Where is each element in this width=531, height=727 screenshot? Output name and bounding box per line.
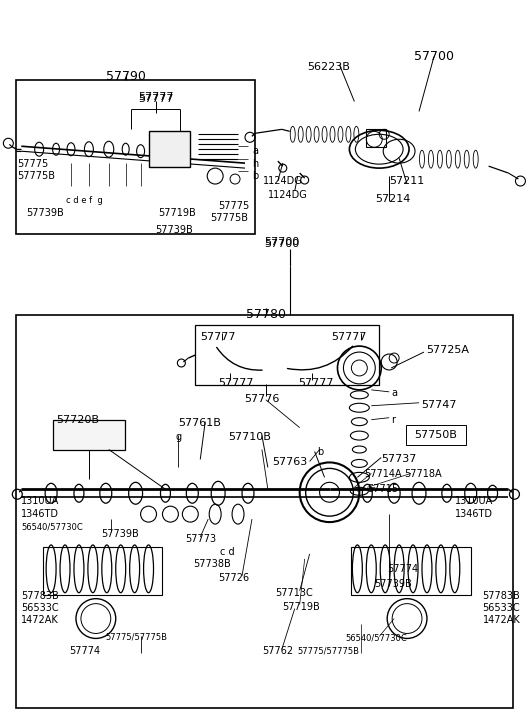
Text: 57211: 57211 [389, 176, 424, 186]
Text: 57719B: 57719B [282, 602, 320, 611]
Bar [366, 129, 386, 148]
Text: 1124DG: 1124DG [268, 190, 307, 200]
Text: 56223B: 56223B [307, 62, 350, 72]
Text: 57725A: 57725A [426, 345, 469, 355]
Text: 57775: 57775 [218, 201, 250, 211]
Text: 57714A: 57714A [364, 470, 402, 479]
Text: 1346TD: 1346TD [455, 509, 493, 519]
Bar [195, 325, 379, 385]
Text: 57777: 57777 [138, 94, 173, 103]
Text: 57777: 57777 [218, 378, 254, 388]
Text: 57763: 57763 [272, 457, 307, 467]
Text: 57777: 57777 [331, 332, 367, 342]
Bar [16, 80, 255, 234]
Text: 57775/57775B: 57775/57775B [106, 632, 168, 641]
Text: 57738B: 57738B [193, 559, 231, 569]
Text: b: b [252, 171, 258, 181]
Text: a: a [391, 388, 397, 398]
Text: 57720B: 57720B [56, 414, 99, 425]
Text: 57710B: 57710B [228, 432, 271, 441]
Bar [406, 425, 466, 444]
Text: 57747: 57747 [421, 400, 457, 410]
Text: 57790: 57790 [106, 70, 145, 83]
Text: 1472AK: 1472AK [21, 614, 59, 624]
Text: 57783B: 57783B [21, 591, 59, 601]
Text: 57774: 57774 [69, 646, 100, 656]
Text: 56533C: 56533C [483, 603, 520, 613]
Text: c d e f  g: c d e f g [66, 196, 103, 205]
Text: 57214: 57214 [375, 194, 410, 204]
Text: 57780: 57780 [246, 308, 286, 321]
Text: 57700: 57700 [414, 49, 454, 63]
Text: 57700: 57700 [264, 238, 299, 249]
Bar [16, 316, 513, 708]
Text: 57737: 57737 [381, 454, 417, 465]
Text: c d: c d [220, 547, 235, 557]
Text: 57715: 57715 [367, 484, 398, 494]
Text: 57761B: 57761B [178, 418, 221, 427]
Text: b: b [318, 446, 324, 457]
Bar [149, 132, 190, 167]
Text: 57726: 57726 [218, 573, 249, 583]
Text: 57775B: 57775B [18, 171, 55, 181]
Text: 57775: 57775 [18, 159, 48, 169]
Text: 56540/57730C: 56540/57730C [346, 633, 407, 643]
Text: 57775B: 57775B [210, 213, 248, 223]
Text: 57775/57775B: 57775/57775B [298, 646, 359, 655]
Text: 57774: 57774 [387, 564, 418, 574]
Text: 1310UA: 1310UA [21, 497, 59, 506]
Text: a: a [252, 146, 258, 156]
Text: 1124DG: 1124DG [263, 176, 303, 186]
Text: 1346TD: 1346TD [21, 509, 59, 519]
Text: h: h [252, 159, 258, 169]
Bar [53, 419, 125, 449]
Text: 57713C: 57713C [275, 587, 313, 598]
Text: 57700: 57700 [264, 237, 299, 246]
Text: 57739B: 57739B [374, 579, 412, 589]
Text: 57739B: 57739B [156, 225, 193, 235]
Text: 57762: 57762 [262, 646, 293, 656]
Text: 1472AK: 1472AK [483, 614, 520, 624]
Text: 57718A: 57718A [404, 470, 442, 479]
Text: 56533C: 56533C [21, 603, 59, 613]
Text: 57777: 57777 [138, 92, 173, 102]
Text: 57739B: 57739B [101, 529, 139, 539]
Text: 57777: 57777 [298, 378, 333, 388]
Text: g: g [175, 432, 182, 441]
Text: r: r [391, 414, 395, 425]
Text: 57739B: 57739B [26, 208, 64, 218]
Text: 57777: 57777 [200, 332, 236, 342]
Bar [43, 547, 162, 595]
Text: 57783B: 57783B [483, 591, 520, 601]
Bar [352, 547, 470, 595]
Text: 57719B: 57719B [158, 208, 196, 218]
Text: 57750B: 57750B [414, 430, 457, 440]
Text: 1310UA: 1310UA [455, 497, 493, 506]
Text: 56540/57730C: 56540/57730C [21, 522, 83, 531]
Text: 57776: 57776 [244, 394, 280, 403]
Text: 57773: 57773 [185, 534, 217, 544]
